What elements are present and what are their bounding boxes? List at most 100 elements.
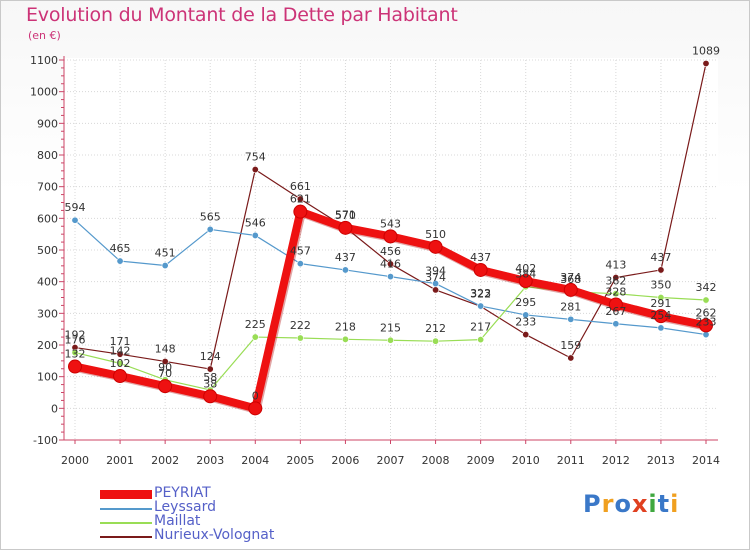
data-point <box>477 302 485 310</box>
data-point <box>567 315 575 323</box>
data-label: 291 <box>650 297 671 310</box>
data-point <box>161 262 169 270</box>
x-tick-label: 2004 <box>241 454 269 467</box>
data-label: 225 <box>245 318 266 331</box>
data-point <box>116 350 124 358</box>
data-point <box>386 260 394 268</box>
data-point <box>386 336 394 344</box>
data-point <box>161 357 169 365</box>
data-label: 222 <box>290 319 311 332</box>
data-point <box>473 262 488 277</box>
data-label: 323 <box>470 287 491 300</box>
x-tick-label: 2000 <box>61 454 89 467</box>
x-tick-label: 2005 <box>286 454 314 467</box>
legend-swatch <box>100 522 152 524</box>
data-point <box>428 239 443 254</box>
y-tick-label: 400 <box>37 276 58 289</box>
x-tick-label: 2008 <box>422 454 450 467</box>
data-label: 38 <box>203 377 217 390</box>
data-point <box>251 166 259 174</box>
logo-letter: i <box>648 490 658 518</box>
x-tick-label: 2003 <box>196 454 224 467</box>
y-tick-label: -100 <box>33 434 58 447</box>
data-label: 322 <box>470 287 491 300</box>
data-label: 124 <box>200 350 221 363</box>
data-label: 295 <box>515 296 536 309</box>
data-label: 465 <box>110 242 131 255</box>
data-label: 661 <box>290 180 311 193</box>
data-point <box>432 286 440 294</box>
y-tick-label: 0 <box>51 402 58 415</box>
data-label: 233 <box>696 316 717 329</box>
data-label: 510 <box>425 228 446 241</box>
data-point <box>71 349 79 357</box>
data-label: 0 <box>252 389 259 402</box>
data-point <box>477 336 485 344</box>
data-label: 148 <box>155 342 176 355</box>
data-point <box>699 318 713 333</box>
y-tick-label: 1100 <box>30 54 58 67</box>
x-tick-label: 2012 <box>602 454 630 467</box>
data-point <box>567 354 575 362</box>
data-point <box>522 331 530 339</box>
data-point <box>518 274 533 289</box>
data-label: 176 <box>65 334 86 347</box>
data-point <box>702 59 710 67</box>
data-point <box>296 260 304 268</box>
data-point <box>432 280 440 288</box>
data-point <box>338 220 353 235</box>
data-label: 402 <box>515 262 536 275</box>
data-label: 621 <box>290 193 311 206</box>
logo-letter: r <box>601 490 615 518</box>
data-label: 543 <box>380 217 401 230</box>
data-label: 159 <box>560 339 581 352</box>
y-tick-label: 900 <box>37 117 58 130</box>
data-label: 456 <box>380 245 401 258</box>
data-label: 350 <box>650 279 671 292</box>
data-label: 437 <box>470 251 491 264</box>
x-tick-label: 2010 <box>512 454 540 467</box>
data-label: 437 <box>335 251 356 264</box>
data-label: 437 <box>650 251 671 264</box>
legend-swatch <box>100 490 152 499</box>
proxiti-logo: Proxiti <box>583 490 679 518</box>
data-label: 374 <box>425 271 446 284</box>
y-tick-label: 600 <box>37 212 58 225</box>
data-point <box>432 337 440 345</box>
logo-letter: o <box>614 490 632 518</box>
data-label: 58 <box>203 371 217 384</box>
data-point <box>248 401 263 416</box>
data-label: 218 <box>335 320 356 333</box>
data-label: 394 <box>425 265 446 278</box>
data-point <box>296 195 304 203</box>
data-point <box>522 311 530 319</box>
data-label: 571 <box>335 209 356 222</box>
x-tick-label: 2001 <box>106 454 134 467</box>
data-point <box>293 204 308 219</box>
data-label: 451 <box>155 247 176 260</box>
data-label: 413 <box>605 259 626 272</box>
y-tick-label: 800 <box>37 149 58 162</box>
y-tick-label: 200 <box>37 339 58 352</box>
logo-letter: t <box>657 490 671 518</box>
data-point <box>563 282 578 297</box>
x-tick-label: 2013 <box>647 454 675 467</box>
x-tick-label: 2007 <box>377 454 405 467</box>
data-label: 362 <box>605 275 626 288</box>
data-label: 1089 <box>692 44 720 57</box>
data-label: 416 <box>380 258 401 271</box>
data-label: 262 <box>696 306 717 319</box>
data-label: 233 <box>515 316 536 329</box>
x-tick-label: 2002 <box>151 454 179 467</box>
data-point <box>296 334 304 342</box>
data-point <box>657 324 665 332</box>
data-label: 215 <box>380 321 401 334</box>
data-label: 90 <box>158 361 172 374</box>
x-tick-label: 2011 <box>557 454 585 467</box>
chart-title: Evolution du Montant de la Dette par Hab… <box>26 4 458 26</box>
legend-swatch <box>100 508 152 510</box>
data-point <box>653 309 668 324</box>
data-label: 281 <box>560 300 581 313</box>
data-label: 457 <box>290 245 311 258</box>
